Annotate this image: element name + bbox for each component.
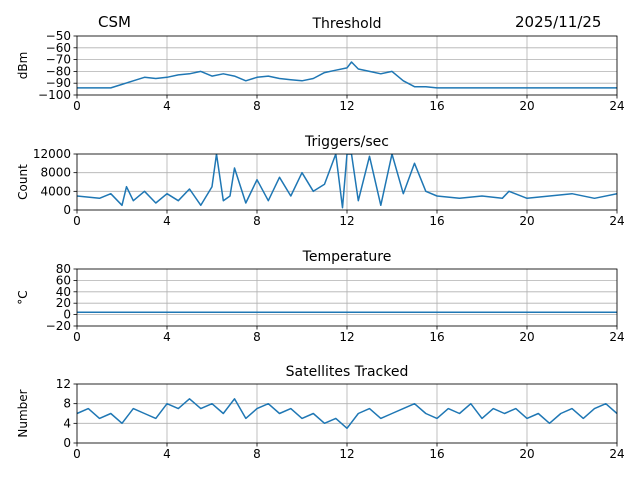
triggers-xtick-label: 4 [163,214,171,228]
threshold-ylabel: dBm [16,52,30,80]
temperature-xtick-label: 12 [339,330,354,344]
temperature-xtick-label: 0 [73,330,81,344]
satellites-xtick-label: 20 [519,447,534,461]
threshold-ytick-label: −80 [46,64,71,78]
threshold-ytick-label: −70 [46,53,71,67]
satellites-xtick-label: 12 [339,447,354,461]
threshold-ytick-label: −60 [46,41,71,55]
satellites-ytick-label: 12 [56,377,71,391]
triggers-title: Triggers/sec [304,134,389,150]
satellites-xtick-label: 0 [73,447,81,461]
threshold-xtick-label: 24 [609,99,624,113]
report-date: 2025/11/25 [515,13,602,31]
temperature-xtick-label: 20 [519,330,534,344]
temperature-ytick-label: 80 [56,262,71,276]
triggers-xtick-label: 16 [429,214,444,228]
triggers-ylabel: Count [16,164,30,200]
temperature-ylabel: °C [16,290,30,304]
triggers-ytick-label: 8000 [40,166,71,180]
threshold-ytick-label: −100 [38,88,71,102]
triggers-xtick-label: 24 [609,214,624,228]
satellites-ytick-label: 0 [63,436,71,450]
threshold-xtick-label: 0 [73,99,81,113]
satellites-ytick-label: 4 [63,416,71,430]
satellites-title: Satellites Tracked [286,364,409,380]
temperature-xtick-label: 16 [429,330,444,344]
threshold-xtick-label: 16 [429,99,444,113]
satellites-xtick-label: 4 [163,447,171,461]
temperature-xtick-label: 8 [253,330,261,344]
threshold-panel: 0 4 8 12 16 20 24 −100−90−80−70−60−50 Threshold d… [16,16,625,113]
triggers-xtick-label: 20 [519,214,534,228]
triggers-panel: 0 4 8 12 16 20 24 0 4000 8000 12000 Triggers/sec Cou… [16,134,625,228]
threshold-xtick-label: 20 [519,99,534,113]
threshold-xtick-label: 4 [163,99,171,113]
threshold-series-line [77,61,617,89]
temperature-ytick-label: 20 [56,296,71,310]
temperature-xtick-label: 4 [163,330,171,344]
satellites-panel: 0 4 8 12 16 20 24 0 4 8 12 Satellites Tracked Number [16,364,625,461]
satellites-xtick-label: 16 [429,447,444,461]
triggers-ytick-label: 12000 [33,147,71,161]
triggers-series-line [77,154,617,209]
triggers-ytick-label: 0 [63,203,71,217]
threshold-xtick-label: 12 [339,99,354,113]
satellites-xtick-label: 24 [609,447,624,461]
threshold-ytick-label: −90 [46,76,71,90]
temperature-title: Temperature [302,249,392,265]
temperature-ytick-label: −20 [46,319,71,333]
triggers-xtick-label: 0 [73,214,81,228]
satellites-xtick-label: 8 [253,447,261,461]
threshold-title: Threshold [312,16,382,32]
temperature-xtick-label: 24 [609,330,624,344]
threshold-xtick-label: 8 [253,99,261,113]
satellites-ytick-label: 8 [63,397,71,411]
satellites-ylabel: Number [16,389,30,437]
temperature-ytick-label: 60 [56,273,71,287]
triggers-xtick-label: 8 [253,214,261,228]
temperature-ytick-label: 0 [63,308,71,322]
triggers-ytick-label: 4000 [40,184,71,198]
satellites-series-line [77,398,617,430]
station-code: CSM [98,13,131,31]
threshold-ytick-label: −50 [46,29,71,43]
temperature-ytick-label: 40 [56,285,71,299]
triggers-xtick-label: 12 [339,214,354,228]
